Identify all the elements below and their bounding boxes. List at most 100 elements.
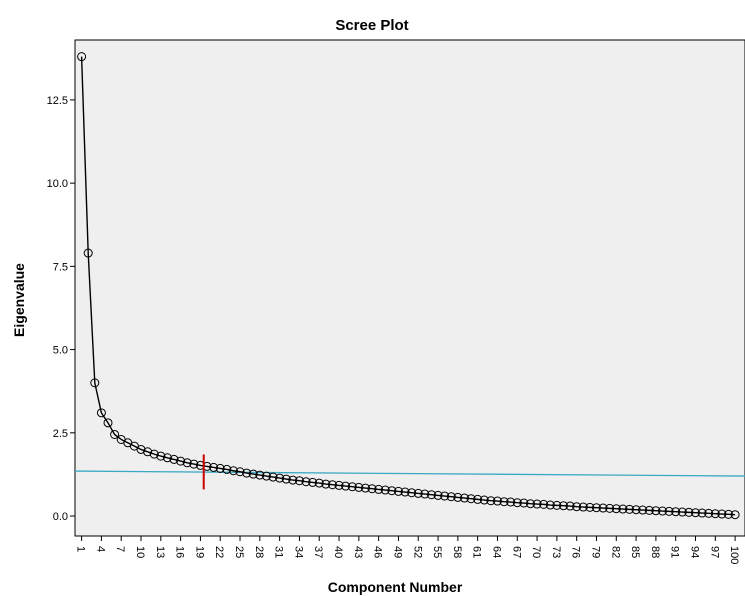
y-tick-label: 5.0 [53, 345, 68, 357]
data-point [631, 505, 641, 515]
data-point [281, 474, 291, 484]
x-axis-label: Component Number [328, 579, 463, 595]
data-point [83, 248, 93, 258]
data-point [294, 476, 304, 486]
data-point [624, 504, 634, 514]
x-tick-label: 34 [292, 546, 304, 558]
data-point [360, 483, 370, 493]
data-point [644, 505, 654, 515]
data-point [308, 477, 318, 487]
reference-line-layer [74, 470, 745, 477]
data-point [545, 500, 555, 510]
x-tick-label: 22 [213, 546, 225, 558]
data-point [327, 480, 337, 490]
x-tick-label: 52 [411, 546, 423, 558]
data-point [578, 502, 588, 512]
data-point [525, 499, 535, 509]
data-point [288, 475, 298, 485]
x-tick-label: 70 [530, 546, 542, 558]
data-point [552, 500, 562, 510]
data-point [77, 52, 87, 62]
data-point [143, 447, 153, 457]
data-point [459, 493, 469, 503]
y-tick-label: 7.5 [53, 261, 68, 273]
y-tick-label: 0.0 [53, 511, 68, 523]
data-point [96, 408, 106, 418]
data-point [565, 501, 575, 511]
data-point [215, 463, 225, 473]
data-point [242, 468, 252, 478]
data-point [407, 488, 417, 498]
data-point [248, 469, 258, 479]
data-point [162, 453, 172, 463]
y-tick-label: 12.5 [47, 95, 68, 107]
x-tick-label: 10 [134, 546, 146, 558]
data-point [169, 454, 179, 464]
x-axis: 1 4 7 10 13 16 19 22 25 28 31 34 37 40 43 46 49 52 55 58 61 6… [75, 536, 740, 564]
data-point [618, 504, 628, 514]
data-point [222, 464, 232, 474]
data-point [611, 504, 621, 514]
data-point [374, 484, 384, 494]
data-point [605, 503, 615, 513]
data-point [110, 429, 120, 439]
x-tick-label: 64 [490, 546, 502, 558]
data-point [149, 449, 159, 459]
x-tick-label: 91 [669, 546, 681, 558]
data-point [314, 478, 324, 488]
x-tick-label: 79 [589, 546, 601, 558]
data-point [585, 502, 595, 512]
data-point [136, 444, 146, 454]
data-point [466, 494, 476, 504]
x-tick-label: 100 [728, 546, 740, 564]
data-point [684, 507, 694, 517]
data-point [400, 487, 410, 497]
data-point [558, 501, 568, 511]
data-point [90, 378, 100, 388]
data-point [723, 509, 733, 519]
series-line [80, 56, 736, 516]
data-point [182, 458, 192, 468]
data-point [690, 508, 700, 518]
data-point [321, 479, 331, 489]
data-point [697, 508, 707, 518]
x-tick-label: 82 [609, 546, 621, 558]
data-point [506, 497, 516, 507]
data-point [347, 482, 357, 492]
data-point [598, 503, 608, 513]
data-point [486, 496, 496, 506]
data-point [413, 488, 423, 498]
data-point [433, 490, 443, 500]
data-point [638, 505, 648, 515]
data-point [228, 466, 238, 476]
x-tick-label: 7 [114, 546, 126, 552]
x-tick-label: 25 [233, 546, 245, 558]
plot-area [74, 39, 745, 537]
data-point [717, 509, 727, 519]
data-point [532, 499, 542, 509]
data-point [235, 467, 245, 477]
data-point [453, 492, 463, 502]
x-tick-label: 37 [312, 546, 324, 558]
data-point [710, 509, 720, 519]
data-point [367, 484, 377, 494]
y-tick-label: 2.5 [53, 428, 68, 440]
x-tick-label: 58 [451, 546, 463, 558]
data-point [268, 472, 278, 482]
x-tick-label: 1 [75, 546, 87, 552]
data-point [301, 477, 311, 487]
x-tick-label: 55 [431, 546, 443, 558]
data-point [275, 473, 285, 483]
x-tick-label: 88 [649, 546, 661, 558]
data-point [354, 482, 364, 492]
data-point [446, 492, 456, 502]
data-point [512, 498, 522, 508]
data-point [209, 462, 219, 472]
data-point [261, 471, 271, 481]
data-point [591, 503, 601, 513]
x-tick-label: 76 [570, 546, 582, 558]
data-point [704, 508, 714, 518]
data-point [473, 494, 483, 504]
data-point [657, 506, 667, 516]
data-point [572, 502, 582, 512]
